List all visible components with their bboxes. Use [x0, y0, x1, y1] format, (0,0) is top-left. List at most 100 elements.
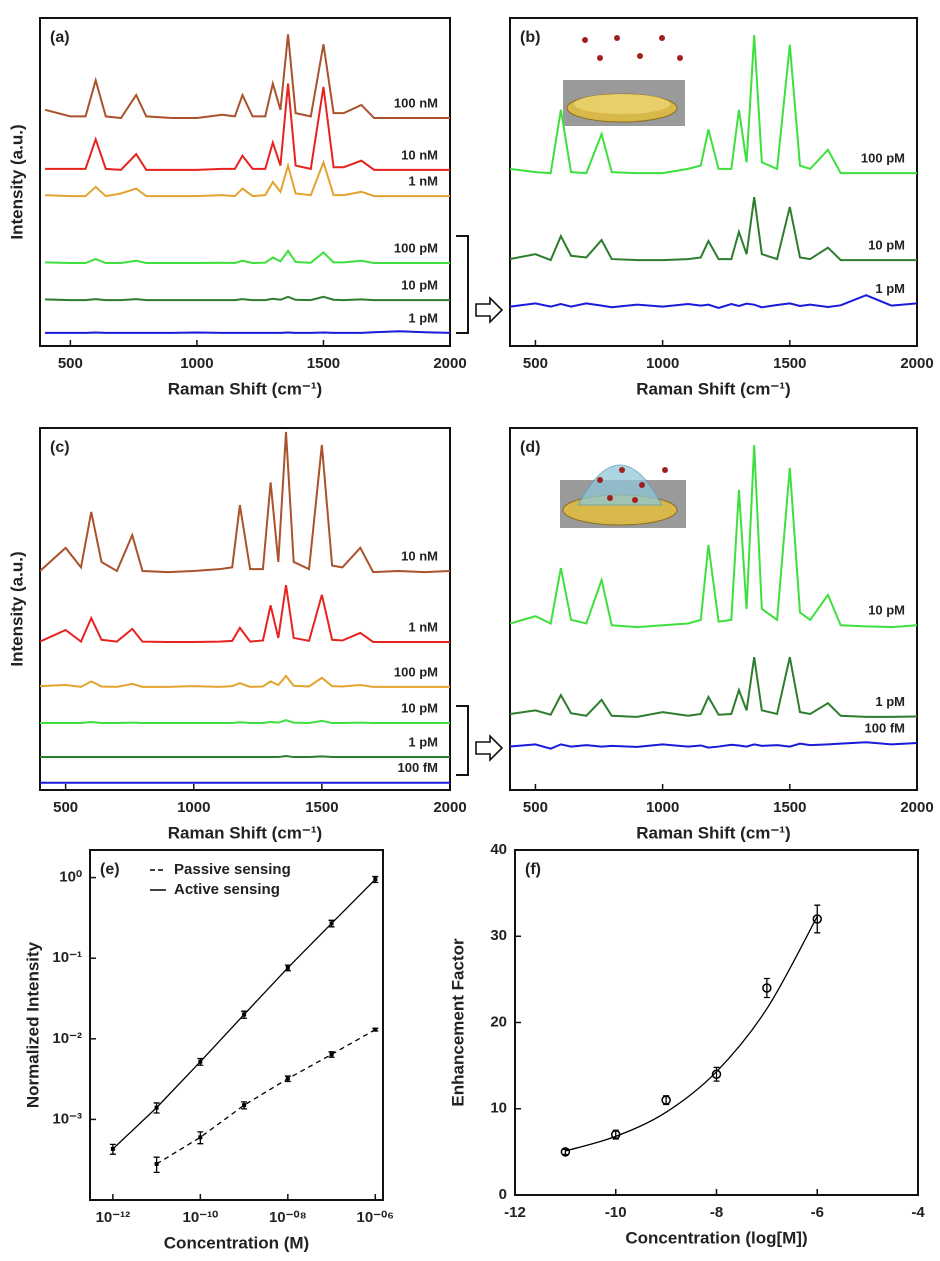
series-line [45, 295, 450, 302]
x-tick-label: 10⁻¹⁰ [183, 1209, 219, 1226]
point [285, 965, 290, 970]
y-tick-label: 40 [490, 841, 507, 858]
x-tick-label: 10⁻¹² [96, 1209, 131, 1226]
series-line [510, 294, 917, 310]
point [661, 1095, 671, 1105]
x-tick-label: -4 [911, 1204, 925, 1221]
x-axis-label: Raman Shift (cm⁻¹) [636, 823, 790, 842]
series-line [40, 674, 450, 688]
x-tick-label: 10⁻⁰⁶ [357, 1209, 395, 1226]
series-line [40, 754, 450, 759]
plot-frame [89, 849, 384, 1201]
point [154, 1161, 159, 1166]
x-axis-label: Raman Shift (cm⁻¹) [636, 379, 790, 398]
legend-label: Passive sensing [174, 861, 291, 878]
y-tick-label: 10⁻³ [52, 1110, 82, 1127]
x-tick-label: 500 [58, 355, 83, 372]
plot-area [510, 444, 917, 750]
error-bar [763, 977, 770, 999]
panel-label: (e) [100, 861, 120, 878]
x-tick-label: -6 [811, 1204, 824, 1221]
point [110, 1146, 115, 1151]
point [560, 1147, 571, 1157]
plot-frame [39, 427, 451, 791]
series-label: 1 pM [875, 694, 905, 709]
error-bar [562, 1148, 569, 1156]
series-line [510, 196, 917, 262]
plot-frame [514, 849, 919, 1196]
plot-area [560, 904, 822, 1157]
x-tick-label: 1500 [773, 355, 806, 372]
series-line [44, 34, 450, 120]
series-label: 1 pM [875, 281, 905, 296]
x-tick-label: 2000 [433, 799, 466, 816]
x-tick-label: 2000 [433, 355, 466, 372]
x-axis-label: Concentration (M) [164, 1233, 309, 1252]
series-line [40, 584, 450, 644]
series-line [510, 34, 917, 175]
series-label: 10 pM [868, 603, 905, 618]
series-label: 10 pM [401, 278, 438, 293]
x-tick-label: 2000 [900, 355, 933, 372]
x-tick-label: 1500 [773, 799, 806, 816]
point [373, 1027, 378, 1032]
y-axis-label: Intensity (a.u.) [7, 551, 26, 666]
point [812, 914, 822, 924]
panel-label: (c) [50, 439, 70, 456]
series-line [45, 159, 450, 198]
series-line [40, 431, 450, 574]
point [711, 1069, 722, 1079]
y-tick-label: 10⁰ [59, 869, 82, 886]
x-axis-label: Concentration (log[M]) [625, 1228, 807, 1247]
plot-frame [39, 17, 451, 347]
series-label: 100 pM [394, 664, 438, 679]
x-tick-label: 10⁻⁰⁸ [269, 1209, 307, 1226]
series-line [565, 916, 818, 1152]
x-tick-label: 1000 [180, 355, 213, 372]
x-tick-label: 1000 [646, 355, 679, 372]
point [198, 1059, 203, 1064]
series-line [40, 719, 450, 725]
x-tick-label: -8 [710, 1204, 723, 1221]
y-tick-label: 10⁻² [52, 1030, 82, 1047]
y-tick-label: 10⁻¹ [52, 949, 82, 966]
panel-label: (b) [520, 29, 540, 46]
x-tick-label: -10 [605, 1204, 627, 1221]
x-tick-label: 1500 [307, 355, 340, 372]
y-tick-label: 10 [490, 1100, 507, 1117]
x-tick-label: 500 [523, 355, 548, 372]
series-label: 100 fM [865, 720, 905, 735]
series-label: 100 nM [394, 95, 438, 110]
point [242, 1103, 247, 1108]
x-tick-label: 1000 [646, 799, 679, 816]
panel-label: (a) [50, 29, 70, 46]
y-tick-label: 0 [499, 1186, 507, 1203]
error-bar [814, 904, 821, 934]
x-tick-label: 1500 [305, 799, 338, 816]
series-label: 100 pM [394, 240, 438, 255]
panel-label: (f) [525, 861, 541, 878]
y-tick-label: 30 [490, 927, 507, 944]
point [762, 983, 772, 993]
series-label: 10 pM [868, 238, 905, 253]
x-tick-label: 1000 [177, 799, 210, 816]
plot-frame [509, 17, 918, 347]
plot-area [510, 34, 917, 310]
x-axis-label: Raman Shift (cm⁻¹) [168, 379, 322, 398]
y-axis-label: Enhancement Factor [448, 938, 467, 1107]
point [285, 1076, 290, 1081]
point [329, 1052, 334, 1057]
point [329, 921, 334, 926]
series-label: 10 nM [401, 548, 438, 563]
plot-area [44, 34, 450, 334]
series-label: 1 nM [408, 619, 438, 634]
series-line [45, 83, 450, 171]
series-line [156, 1029, 376, 1165]
series-label: 10 pM [401, 700, 438, 715]
series-line [510, 444, 917, 629]
series-label: 1 pM [408, 310, 438, 325]
point [198, 1135, 203, 1140]
series-label: 1 pM [408, 734, 438, 749]
